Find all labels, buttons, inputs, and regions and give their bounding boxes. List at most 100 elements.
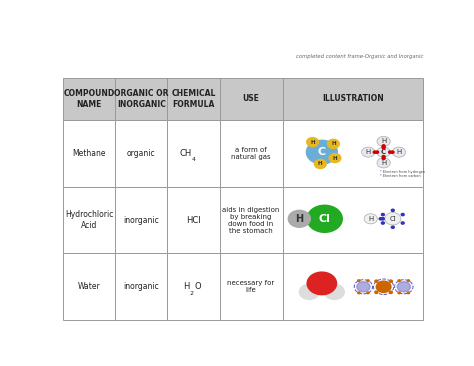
Text: ILLUSTRATION: ILLUSTRATION [322, 94, 383, 104]
Circle shape [377, 147, 390, 157]
Circle shape [328, 139, 339, 148]
Circle shape [401, 222, 404, 224]
Bar [283, 78, 423, 120]
Bar [283, 187, 423, 253]
Circle shape [364, 214, 377, 224]
Text: H: H [183, 282, 190, 291]
Bar [283, 120, 423, 187]
Text: inorganic: inorganic [123, 216, 159, 225]
Text: Water: Water [78, 282, 100, 291]
Text: * Electron from carbon: * Electron from carbon [380, 174, 420, 178]
Circle shape [358, 280, 360, 281]
Bar [283, 253, 423, 320]
Bar [167, 120, 219, 187]
Circle shape [306, 140, 337, 164]
Circle shape [307, 205, 342, 232]
Circle shape [307, 138, 319, 147]
Circle shape [382, 213, 384, 216]
Circle shape [362, 147, 375, 157]
Circle shape [398, 280, 401, 281]
Circle shape [379, 218, 382, 220]
Bar [219, 187, 283, 253]
Circle shape [307, 272, 337, 295]
Circle shape [382, 222, 384, 224]
Bar [63, 78, 115, 120]
Circle shape [329, 154, 341, 163]
Text: CHEMICAL
FORMULA: CHEMICAL FORMULA [171, 89, 216, 109]
Circle shape [382, 146, 385, 149]
Text: H: H [333, 156, 337, 161]
Circle shape [373, 151, 376, 153]
Circle shape [398, 292, 401, 294]
Text: organic: organic [127, 149, 155, 158]
Circle shape [288, 210, 310, 227]
Bar [167, 78, 219, 120]
Bar [219, 78, 283, 120]
Text: H: H [318, 161, 323, 167]
Circle shape [376, 281, 391, 292]
Text: Cl: Cl [319, 214, 330, 224]
Circle shape [314, 160, 326, 168]
Circle shape [385, 213, 401, 225]
Text: Hydrochloric
Acid: Hydrochloric Acid [65, 210, 113, 230]
Text: H: H [381, 138, 386, 145]
Text: H: H [365, 149, 371, 155]
Text: C: C [381, 149, 386, 155]
Text: H: H [295, 214, 303, 224]
Text: 4: 4 [191, 157, 196, 163]
Text: USE: USE [243, 94, 259, 104]
Circle shape [367, 292, 369, 294]
Text: H: H [381, 160, 386, 166]
Circle shape [407, 292, 410, 294]
Bar [167, 253, 219, 320]
Circle shape [382, 157, 385, 160]
Text: Cl: Cl [390, 216, 396, 222]
Bar [63, 120, 115, 187]
Text: H: H [368, 216, 374, 222]
Circle shape [357, 282, 370, 292]
Text: C: C [318, 147, 326, 157]
Circle shape [382, 145, 385, 147]
Circle shape [390, 291, 392, 294]
Bar [115, 120, 167, 187]
Circle shape [391, 151, 394, 153]
Text: CH: CH [179, 149, 191, 158]
Bar [115, 253, 167, 320]
Text: 2: 2 [190, 291, 194, 296]
Circle shape [377, 137, 390, 146]
Text: completed content frame-Organic and Inorganic: completed content frame-Organic and Inor… [296, 54, 423, 59]
Text: O: O [195, 282, 201, 291]
Circle shape [390, 280, 392, 282]
Bar [115, 187, 167, 253]
Circle shape [382, 156, 385, 158]
Text: aids in digestion
by breaking
down food in
the stomach: aids in digestion by breaking down food … [222, 207, 280, 234]
Circle shape [324, 284, 344, 299]
Circle shape [382, 218, 384, 220]
Bar [167, 187, 219, 253]
Bar [219, 120, 283, 187]
Circle shape [389, 151, 392, 153]
Bar [63, 187, 115, 253]
Text: H: H [396, 149, 401, 155]
Text: H: H [310, 139, 315, 145]
Text: necessary for
life: necessary for life [228, 280, 274, 293]
Bar [115, 78, 167, 120]
Circle shape [375, 280, 378, 282]
Circle shape [376, 151, 379, 153]
Circle shape [358, 292, 360, 294]
Text: a form of
natural gas: a form of natural gas [231, 147, 271, 160]
Text: HCl: HCl [186, 216, 201, 225]
Circle shape [392, 226, 394, 228]
Circle shape [375, 291, 378, 294]
Text: inorganic: inorganic [123, 282, 159, 291]
Circle shape [392, 147, 406, 157]
Bar [219, 253, 283, 320]
Circle shape [397, 282, 410, 292]
Circle shape [401, 213, 404, 216]
Text: COMPOUND
NAME: COMPOUND NAME [64, 89, 115, 109]
Circle shape [407, 280, 410, 281]
Circle shape [377, 158, 390, 168]
Text: H: H [331, 141, 336, 146]
Circle shape [300, 284, 319, 299]
Text: * Electron from hydrogen: * Electron from hydrogen [380, 170, 425, 174]
